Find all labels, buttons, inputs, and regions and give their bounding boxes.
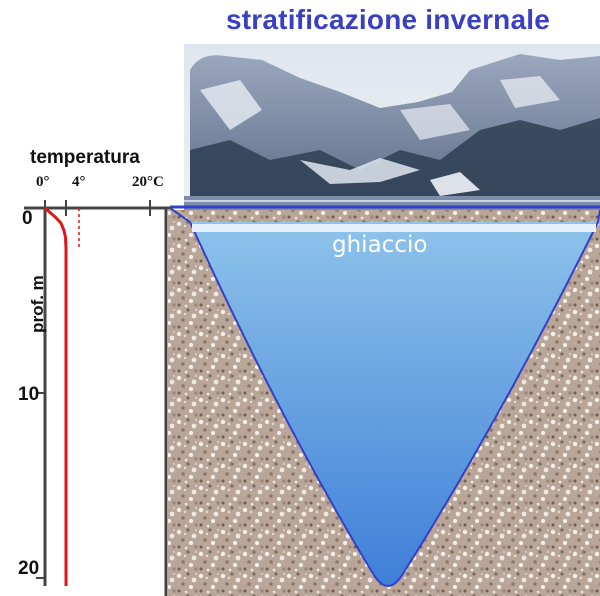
temperature-profile-line xyxy=(44,206,68,586)
diagram-title: stratificazione invernale xyxy=(226,4,551,35)
ice-layer xyxy=(192,224,596,232)
temp-tick-label-20: 20°C xyxy=(132,174,164,190)
depth-axis-label: prof. m xyxy=(28,275,47,333)
depth-tick-label-10: 10 xyxy=(18,384,40,405)
ice-label: ghiaccio xyxy=(332,232,428,258)
temp-tick-label-0: 0° xyxy=(36,174,50,190)
temperature-axis-label: temperatura xyxy=(30,147,140,168)
depth-tick-label-0: 0 xyxy=(22,208,33,229)
temp-tick-label-4: 4° xyxy=(72,174,86,190)
lake-outline xyxy=(169,207,600,587)
landscape-illustration xyxy=(184,44,600,210)
depth-tick-label-20: 20 xyxy=(18,558,40,579)
lake-water xyxy=(190,222,598,586)
depth-ticks xyxy=(36,207,45,579)
